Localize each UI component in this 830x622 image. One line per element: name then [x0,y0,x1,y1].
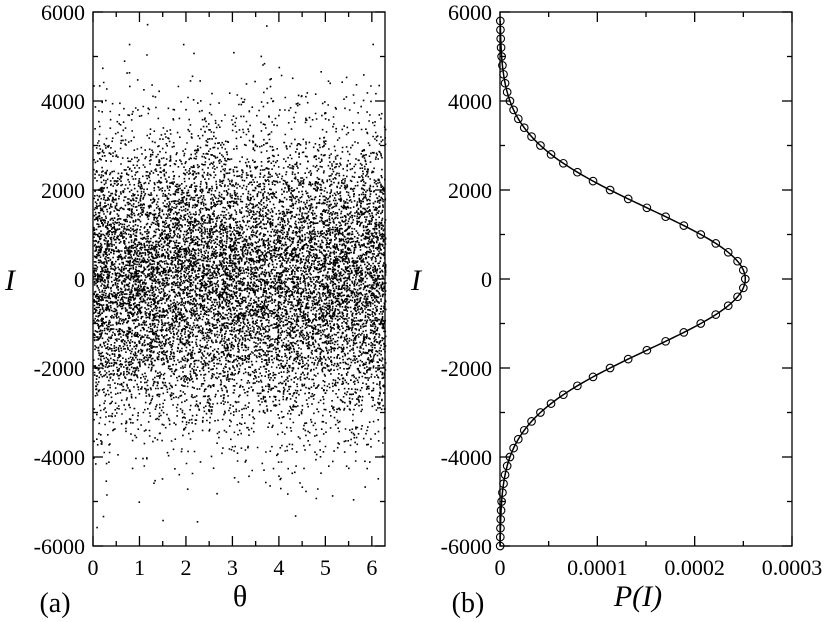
pdf-point [500,78,510,88]
pdf-point [573,381,582,391]
pdf-point [527,417,536,426]
y-tick-label: -2000 [441,356,492,381]
pdf-point [738,265,748,275]
y-tick-label: -4000 [34,445,85,470]
pdf-point [642,203,652,213]
panel-b-x-axis-label: P(I) [613,580,662,613]
scatter-points [93,23,387,529]
pdf-point [496,514,506,524]
pdf-point [558,158,568,168]
pdf-point [605,185,615,195]
y-tick-label: 4000 [448,89,492,114]
pdf-point [496,34,506,44]
pdf-point [623,354,633,364]
y-tick-label: -4000 [441,445,492,470]
panel-a-ticks [92,11,385,547]
pdf-point [519,425,529,435]
pdf-point [502,87,512,97]
pdf-point [661,336,670,346]
x-tick-label: 1 [134,555,145,580]
pdf-point [661,212,670,222]
panel-b-y-tick-labels: 6000 4000 2000 0 -2000 -4000 -6000 [441,0,492,559]
y-tick-label: -2000 [34,356,85,381]
pdf-point [740,274,750,284]
y-tick-label: 2000 [448,178,492,203]
pdf-point [498,61,507,70]
pdf-point [513,114,523,124]
pdf-point [500,470,510,480]
pdf-point [588,372,598,382]
pdf-point [733,292,742,302]
x-tick-label: 3 [227,555,238,580]
pdf-point [738,283,748,293]
pdf-line [499,20,747,547]
x-tick-label: 5 [320,555,331,580]
pdf-point [723,301,733,311]
x-tick-label: 0.0001 [567,555,628,580]
x-tick-label: 4 [273,555,284,580]
panel-a-x-tick-labels: 0 1 2 3 4 5 6 [88,555,378,580]
pdf-point [679,328,689,337]
panel-a-label: (a) [39,588,70,619]
pdf-point [558,390,568,400]
pdf-point [496,43,506,52]
y-tick-label: -6000 [34,534,85,559]
x-tick-label: 0.0003 [762,555,823,580]
x-tick-label: 0 [495,555,506,580]
panel-a-x-axis-label: θ [233,580,247,613]
x-tick-label: 6 [366,555,377,580]
pdf-point [679,221,689,230]
pdf-point [513,434,523,444]
x-tick-label: 2 [180,555,191,580]
pdf-point [733,256,742,266]
pdf-point [696,319,706,328]
pdf-point [642,345,652,355]
pdf-point [497,497,506,506]
panel-a-scatter: 0 1 2 3 4 5 6 6000 4000 2000 0 -2000 -4000 -6000 θ I… [4,0,387,619]
y-tick-label: 0 [481,267,492,292]
panel-b-x-tick-labels: 0 0.0001 0.0002 0.0003 [495,555,823,580]
y-tick-label: 0 [74,267,85,292]
pdf-point [711,239,721,248]
pdf-point [509,105,518,115]
y-tick-label: -6000 [441,534,492,559]
panel-a-y-axis-label: I [4,264,17,297]
pdf-point [497,52,506,61]
panel-a-points [93,23,387,529]
pdf-point [546,399,556,408]
y-tick-label: 2000 [41,178,85,203]
y-tick-label: 6000 [448,0,492,25]
panel-b-frame [499,11,793,547]
panel-b-ticks [499,11,793,547]
pdf-point [496,506,506,515]
pdf-point [696,230,706,239]
pdf-point [519,123,529,133]
pdf-point [573,167,582,177]
y-tick-label: 4000 [41,89,85,114]
pdf-point [536,141,545,150]
pdf-point [502,461,512,471]
pdf-point [527,132,536,141]
panel-b-y-axis-label: I [410,264,423,297]
y-tick-label: 6000 [41,0,85,25]
x-tick-label: 0.0002 [664,555,725,580]
pdf-point [546,150,556,159]
pdf-point [723,247,733,257]
x-tick-label: 0 [88,555,99,580]
panel-b-label: (b) [452,588,485,619]
pdf-point [623,194,633,204]
pdf-point [536,408,545,417]
pdf-point [509,443,518,453]
pdf-point [711,310,721,319]
panel-b-line: 0 0.0001 0.0002 0.0003 6000 4000 2000 0 -2000 -4… [410,0,822,619]
panel-b-curve [495,16,750,551]
pdf-point [498,488,507,497]
panel-a-y-tick-labels: 6000 4000 2000 0 -2000 -4000 -6000 [34,0,85,559]
pdf-point [588,176,598,186]
pdf-point [605,363,615,373]
